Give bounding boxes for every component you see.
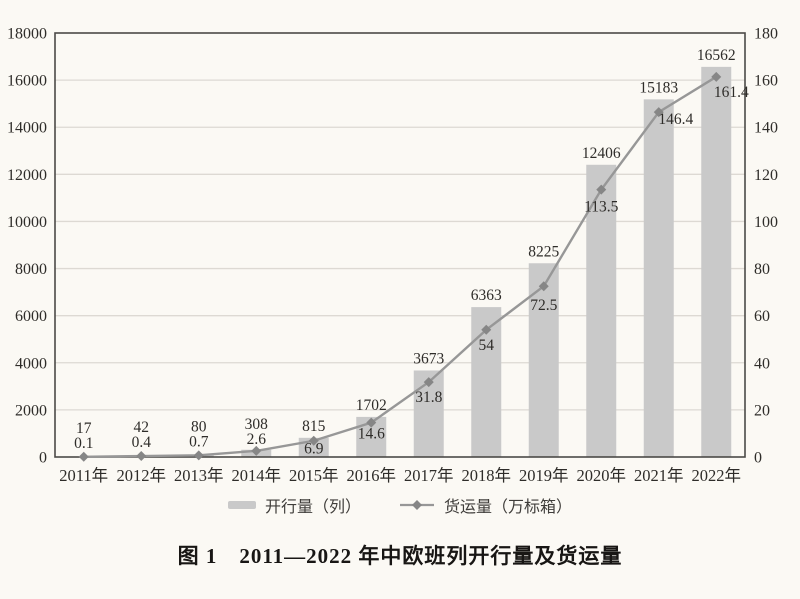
y-axis-tick-right: 20: [754, 402, 770, 419]
y-axis-tick-right: 160: [754, 73, 778, 90]
legend-item-line-series: 货运量（万标箱）: [399, 493, 572, 517]
line-point-marker: [423, 377, 434, 388]
bar-value-label: 6363: [471, 287, 502, 304]
line-point-marker: [193, 450, 204, 461]
bar-value-label: 8225: [528, 243, 559, 260]
x-axis-label: 2016年: [347, 466, 397, 485]
bar-series-swatch: [227, 501, 256, 509]
bar-value-label: 42: [134, 419, 150, 436]
line-value-label: 0.1: [74, 435, 93, 452]
bar-value-label: 80: [191, 418, 207, 435]
line-value-label: 0.7: [189, 433, 209, 450]
line-value-label: 2.6: [247, 431, 267, 448]
line-point-marker: [653, 107, 664, 118]
line-point-marker: [251, 445, 262, 456]
x-axis-label: 2012年: [117, 466, 167, 485]
bar: [528, 263, 559, 457]
line-point-marker: [308, 435, 319, 446]
bar: [643, 99, 674, 457]
line-value-label: 161.4: [714, 84, 749, 101]
legend-diamond-icon: [412, 500, 422, 510]
bar-value-label: 12406: [582, 145, 621, 162]
y-axis-tick-left: 6000: [15, 308, 47, 325]
y-axis-tick-right: 40: [754, 355, 770, 372]
line-value-label: 113.5: [584, 199, 619, 216]
y-axis-tick-left: 0: [39, 450, 47, 467]
y-axis-tick-right: 80: [754, 261, 770, 278]
legend-item-bar-series: 开行量（列）: [227, 493, 361, 517]
line-series-label: 货运量（万标箱）: [444, 499, 573, 516]
plot-border: [54, 32, 746, 458]
bar-value-label: 308: [245, 416, 269, 433]
y-axis-tick-left: 2000: [15, 402, 47, 419]
line-value-label: 0.4: [132, 434, 152, 451]
line-point-marker: [481, 324, 492, 335]
line-point-marker: [538, 281, 549, 292]
bar-value-label: 3673: [413, 350, 444, 367]
y-axis-tick-left: 8000: [15, 261, 47, 278]
figure-caption: 图 1 2011—2022 年中欧班列开行量及货运量: [177, 544, 623, 568]
line-value-label: 146.4: [658, 111, 693, 128]
bar: [586, 164, 617, 457]
x-axis-label: 2011年: [59, 466, 108, 485]
line-series-marker-icon: [400, 500, 434, 510]
line-series: [83, 75, 717, 458]
x-axis-label: 2021年: [634, 466, 684, 485]
y-axis-tick-right: 0: [754, 450, 762, 467]
y-axis-tick-left: 16000: [7, 73, 47, 90]
y-axis-tick-left: 10000: [7, 214, 47, 231]
line-value-label: 72.5: [530, 297, 557, 314]
x-axis-label: 2020年: [577, 466, 627, 485]
x-axis-label: 2022年: [692, 466, 742, 485]
y-axis-tick-left: 14000: [7, 120, 47, 137]
y-axis-tick-left: 4000: [15, 355, 47, 372]
x-axis-label: 2014年: [232, 466, 282, 485]
x-axis-label: 2017年: [404, 466, 454, 485]
bar-value-label: 15183: [639, 79, 678, 96]
line-point-marker: [78, 451, 89, 462]
x-axis-label: 2015年: [289, 466, 339, 485]
line-value-label: 14.6: [358, 426, 385, 443]
y-axis-tick-left: 12000: [7, 167, 47, 184]
bar-value-label: 17: [76, 420, 92, 437]
line-value-label: 54: [479, 337, 495, 354]
y-axis-tick-right: 60: [754, 308, 770, 325]
bar-value-label: 1702: [356, 397, 387, 414]
x-axis-label: 2019年: [519, 466, 569, 485]
x-axis-label: 2013年: [174, 466, 224, 485]
y-axis-tick-left: 18000: [7, 26, 47, 43]
line-point-marker: [136, 451, 147, 462]
line-value-label: 6.9: [304, 441, 324, 458]
bar: [701, 66, 732, 457]
bar-value-label: 16562: [697, 47, 736, 64]
line-point-marker: [366, 417, 377, 428]
x-axis-label: 2018年: [462, 466, 512, 485]
y-axis-tick-right: 120: [754, 167, 778, 184]
chart-legend: 开行量（列） 货运量（万标箱）: [0, 494, 800, 516]
y-axis-tick-right: 180: [754, 26, 778, 43]
line-value-label: 31.8: [415, 389, 442, 406]
y-axis-tick-right: 140: [754, 120, 778, 137]
y-axis-tick-right: 100: [754, 214, 778, 231]
line-point-marker: [596, 184, 607, 195]
combo-chart: 0 2000 4000 6000 8000 10000 12000 14000 16000 180…: [7, 26, 778, 486]
line-point-marker: [711, 71, 722, 82]
bar-series-label: 开行量（列）: [264, 499, 361, 516]
bar-value-label: 815: [302, 418, 326, 435]
